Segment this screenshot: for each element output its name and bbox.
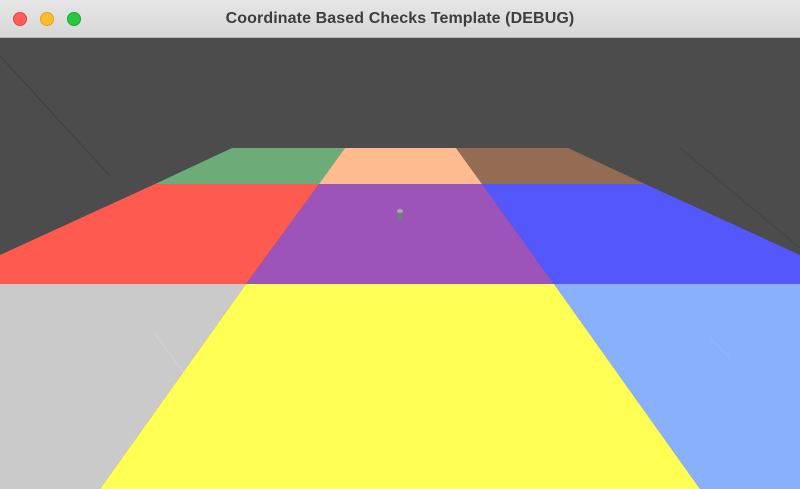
window-title: Coordinate Based Checks Template (DEBUG) xyxy=(0,0,800,38)
player-marker[interactable] xyxy=(397,209,403,220)
game-viewport[interactable] xyxy=(0,38,800,489)
tile-far-center[interactable] xyxy=(319,148,482,184)
title-bar[interactable]: Coordinate Based Checks Template (DEBUG) xyxy=(0,0,800,38)
scene-canvas[interactable] xyxy=(0,38,800,489)
player-head xyxy=(397,209,403,213)
